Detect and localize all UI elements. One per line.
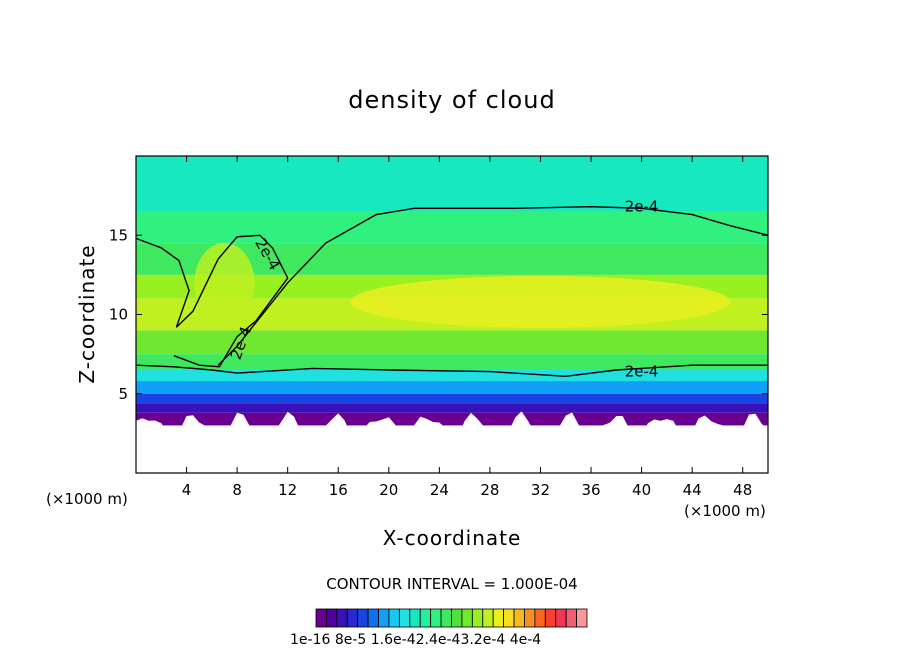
colorbar-swatch (409, 608, 421, 628)
x-tick-label: 36 (581, 481, 600, 499)
x-tick-label: 28 (480, 481, 499, 499)
x-tick-label: 24 (430, 481, 449, 499)
field-band (136, 393, 768, 404)
colorbar-swatch (440, 608, 452, 628)
x-unit-label-left: (×1000 m) (46, 490, 128, 508)
x-tick-label: 8 (232, 481, 242, 499)
field-band (136, 354, 768, 370)
colorbar-swatch (367, 608, 379, 628)
colorbar-swatch (503, 608, 515, 628)
colorbar-swatch (378, 608, 390, 628)
colorbar-swatch (513, 608, 525, 628)
field-band (136, 381, 768, 394)
colorbar-swatch (555, 608, 567, 628)
colorbar-swatch (388, 608, 400, 628)
x-tick-label: 48 (733, 481, 752, 499)
heatmap-field (136, 156, 768, 473)
colorbar-swatch (492, 608, 505, 628)
x-tick-label: 20 (379, 481, 398, 499)
contour-label: 2e-4 (625, 198, 659, 216)
x-tick-label: 40 (632, 481, 651, 499)
colorbar-swatch (565, 608, 577, 628)
contour-interval-text: CONTOUR INTERVAL = 1.000E-04 (326, 575, 578, 593)
cloud-core (350, 275, 731, 328)
y-tick-label: 10 (109, 306, 128, 324)
colorbar (315, 608, 588, 628)
colorbar-swatch (357, 608, 369, 628)
field-band (136, 369, 768, 382)
colorbar-swatch (461, 608, 473, 628)
colorbar-swatch (419, 608, 432, 628)
colorbar-swatch (524, 608, 536, 628)
clear-region (136, 411, 768, 473)
left-plume (194, 242, 255, 323)
colorbar-swatch (534, 608, 546, 628)
contour-upper (217, 205, 768, 366)
colorbar-swatch (326, 608, 338, 628)
contour-lower (136, 364, 768, 378)
colorbar-swatch (544, 608, 557, 628)
x-tick-label: 32 (531, 481, 550, 499)
x-unit-label-right: (×1000 m) (684, 502, 766, 520)
contour-label: 2e-4 (625, 363, 659, 381)
x-tick-label: 12 (278, 481, 297, 499)
colorbar-swatch (398, 608, 411, 628)
colorbar-swatch (346, 608, 359, 628)
colorbar-swatch (336, 608, 348, 628)
y-tick-label: 5 (118, 385, 128, 403)
colorbar-swatch (451, 608, 463, 628)
contour-left-plume (136, 234, 289, 368)
x-axis: 4 8 12 16 20 24 28 32 36 40 44 48 (182, 156, 752, 499)
y-tick-label: 15 (109, 226, 128, 244)
y-axis: 5 10 15 (109, 226, 768, 403)
field-band (136, 330, 768, 355)
field-band (136, 403, 768, 413)
y-axis-label: Z-coordinate (75, 244, 99, 383)
colorbar-swatch (315, 608, 327, 628)
chart-title: density of cloud (348, 86, 556, 114)
x-tick-label: 44 (683, 481, 702, 499)
colorbar-swatch (471, 608, 484, 628)
colorbar-swatch (576, 608, 588, 628)
colorbar-tick-labels: 1e-16 8e-5 1.6e-42.4e-43.2e-4 4e-4 (290, 632, 542, 648)
colorbar-swatch (482, 608, 494, 628)
field-band (136, 211, 768, 244)
x-tick-label: 16 (329, 481, 348, 499)
colorbar-swatch (430, 608, 442, 628)
x-tick-label: 4 (182, 481, 192, 499)
field-band (136, 156, 768, 212)
x-axis-label: X-coordinate (382, 526, 522, 550)
